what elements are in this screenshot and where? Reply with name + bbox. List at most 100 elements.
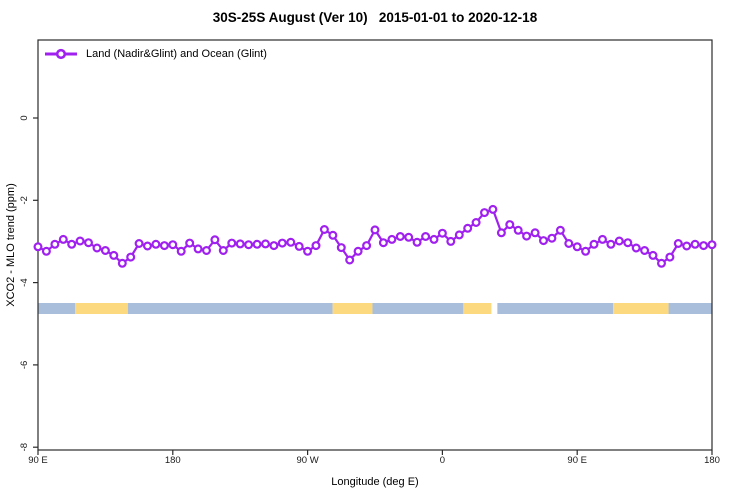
data-point-marker bbox=[176, 246, 186, 256]
data-point-marker bbox=[168, 240, 178, 250]
data-point-marker bbox=[185, 238, 195, 248]
data-point-marker bbox=[572, 242, 582, 252]
surface-band-ocean bbox=[668, 303, 712, 314]
data-point-marker bbox=[336, 243, 346, 253]
data-point-marker bbox=[513, 225, 523, 235]
data-point-marker bbox=[75, 236, 85, 246]
x-tick-label: 0 bbox=[440, 455, 445, 466]
data-point-marker bbox=[640, 246, 650, 256]
data-point-marker bbox=[202, 246, 212, 256]
data-point-marker bbox=[50, 239, 60, 249]
data-point-marker bbox=[564, 239, 574, 249]
surface-band-ocean bbox=[497, 303, 614, 314]
data-point-marker bbox=[41, 246, 51, 256]
data-point-marker bbox=[665, 252, 675, 262]
data-point-marker bbox=[707, 240, 717, 250]
surface-band-land bbox=[463, 303, 492, 314]
data-point-marker bbox=[362, 241, 372, 251]
data-point-marker bbox=[58, 234, 68, 244]
legend-marker-icon bbox=[45, 48, 77, 60]
data-point-marker bbox=[100, 246, 110, 256]
data-point-marker bbox=[471, 218, 481, 228]
data-point-marker bbox=[606, 239, 616, 249]
data-point-marker bbox=[117, 258, 127, 268]
data-point-marker bbox=[522, 231, 532, 241]
legend-label: Land (Nadir&Glint) and Ocean (Glint) bbox=[86, 48, 267, 60]
y-tick-label: -6 bbox=[19, 361, 30, 369]
data-point-marker bbox=[597, 234, 607, 244]
data-point-marker bbox=[159, 241, 169, 251]
data-point-marker bbox=[126, 252, 136, 262]
data-point-marker bbox=[446, 236, 456, 246]
data-point-marker bbox=[210, 235, 220, 245]
data-point-marker bbox=[648, 250, 658, 260]
data-point-marker bbox=[463, 223, 473, 233]
data-point-marker bbox=[311, 241, 321, 251]
data-point-marker bbox=[83, 238, 93, 248]
surface-band-land bbox=[332, 303, 373, 314]
y-axis-title: XCO2 - MLO trend (ppm) bbox=[5, 183, 17, 307]
x-tick-label: 180 bbox=[165, 455, 181, 466]
data-point-marker bbox=[538, 236, 548, 246]
x-axis-title: Longitude (deg E) bbox=[331, 476, 419, 488]
data-point-marker bbox=[92, 243, 102, 253]
data-point-marker bbox=[277, 238, 287, 248]
data-point-marker bbox=[421, 232, 431, 242]
data-point-marker bbox=[505, 220, 515, 230]
data-point-marker bbox=[303, 246, 313, 256]
data-point-marker bbox=[370, 225, 380, 235]
data-point-marker bbox=[151, 239, 161, 249]
y-tick-label: 0 bbox=[19, 115, 30, 120]
data-point-marker bbox=[67, 239, 77, 249]
data-point-marker bbox=[581, 246, 591, 256]
data-point-marker bbox=[269, 241, 279, 251]
data-point-marker bbox=[682, 241, 692, 251]
data-point-marker bbox=[699, 241, 709, 251]
data-point-marker bbox=[404, 232, 414, 242]
data-point-marker bbox=[589, 239, 599, 249]
data-point-marker bbox=[109, 250, 119, 260]
y-tick-label: -2 bbox=[19, 196, 30, 204]
y-tick-label: -4 bbox=[19, 278, 30, 286]
data-point-marker bbox=[319, 225, 329, 235]
x-tick-label: 180 bbox=[704, 455, 720, 466]
x-tick-label: 90 E bbox=[28, 455, 48, 466]
chart-title: 30S-25S August (Ver 10) 2015-01-01 to 20… bbox=[212, 10, 538, 25]
data-point-marker bbox=[378, 238, 388, 248]
data-point-marker bbox=[454, 230, 464, 240]
data-point-marker bbox=[429, 234, 439, 244]
data-point-marker bbox=[218, 246, 228, 256]
data-point-marker bbox=[690, 239, 700, 249]
data-point-marker bbox=[193, 244, 203, 254]
data-point-marker bbox=[488, 204, 498, 214]
data-point-marker bbox=[33, 242, 43, 252]
data-point-marker bbox=[412, 237, 422, 247]
data-point-marker bbox=[656, 258, 666, 268]
data-point-marker bbox=[353, 246, 363, 256]
data-point-marker bbox=[631, 243, 641, 253]
data-point-marker bbox=[244, 240, 254, 250]
data-point-marker bbox=[496, 228, 506, 238]
surface-band-ocean bbox=[372, 303, 464, 314]
data-point-marker bbox=[143, 241, 153, 251]
surface-band-ocean bbox=[38, 303, 75, 314]
data-point-marker bbox=[480, 208, 490, 218]
x-tick-label: 90 W bbox=[297, 455, 319, 466]
surface-band-land bbox=[613, 303, 669, 314]
data-point-marker bbox=[530, 228, 540, 238]
data-point-marker bbox=[395, 232, 405, 242]
data-point-marker bbox=[555, 225, 565, 235]
data-point-marker bbox=[235, 239, 245, 249]
data-point-marker bbox=[623, 238, 633, 248]
data-point-marker bbox=[286, 237, 296, 247]
y-tick-label: -8 bbox=[19, 443, 30, 451]
x-tick-label: 90 E bbox=[567, 455, 587, 466]
data-point-marker bbox=[614, 236, 624, 246]
data-point-marker bbox=[673, 239, 683, 249]
data-point-marker bbox=[261, 239, 271, 249]
legend: Land (Nadir&Glint) and Ocean (Glint) bbox=[44, 48, 267, 60]
data-point-marker bbox=[328, 230, 338, 240]
surface-band-ocean bbox=[127, 303, 333, 314]
